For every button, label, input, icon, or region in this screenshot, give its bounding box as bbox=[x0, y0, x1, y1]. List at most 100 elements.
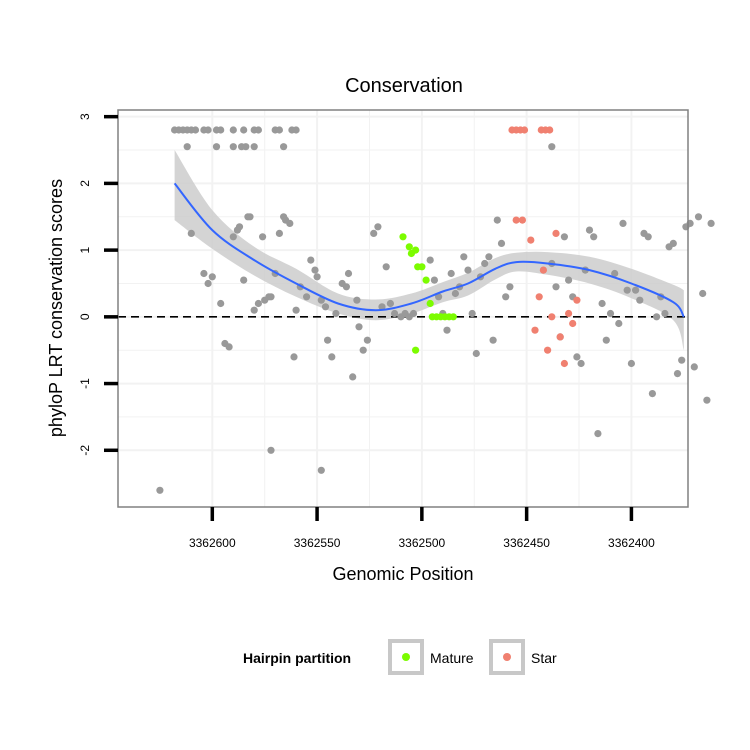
star-point bbox=[556, 333, 564, 341]
mature-point bbox=[399, 233, 407, 241]
other-point bbox=[485, 253, 493, 261]
other-point bbox=[435, 293, 443, 301]
other-point bbox=[191, 126, 200, 134]
other-point bbox=[204, 126, 212, 134]
other-point bbox=[619, 219, 627, 227]
legend-title: Hairpin partition bbox=[243, 650, 351, 666]
other-point bbox=[317, 466, 325, 474]
y-axis-title: phyloP LRT conservation scores bbox=[46, 179, 66, 437]
mature-point bbox=[426, 299, 434, 308]
series-mature bbox=[399, 233, 457, 354]
chart-title: Conservation bbox=[345, 75, 463, 97]
other-point bbox=[443, 326, 451, 334]
other-point bbox=[615, 319, 623, 328]
other-point bbox=[229, 233, 237, 241]
other-point bbox=[653, 313, 661, 321]
other-point bbox=[363, 336, 371, 344]
other-point bbox=[250, 143, 258, 151]
other-point bbox=[409, 309, 418, 318]
other-point bbox=[506, 283, 514, 291]
star-point bbox=[565, 309, 573, 318]
other-point bbox=[447, 269, 455, 278]
other-point bbox=[648, 390, 657, 398]
other-point bbox=[636, 296, 644, 304]
legend: Hairpin partition Mature Star bbox=[243, 639, 557, 675]
other-point bbox=[374, 223, 382, 231]
other-point bbox=[292, 126, 300, 134]
other-point bbox=[370, 229, 378, 237]
mature-point bbox=[449, 313, 457, 321]
other-point bbox=[430, 276, 438, 284]
other-point bbox=[259, 233, 267, 241]
other-point bbox=[290, 353, 298, 361]
star-point bbox=[573, 296, 581, 304]
other-point bbox=[254, 299, 262, 308]
x-axis-title: Genomic Position bbox=[332, 564, 473, 584]
legend-entry-mature: Mature bbox=[388, 639, 474, 675]
other-point bbox=[229, 143, 237, 151]
other-point bbox=[690, 363, 698, 371]
other-point bbox=[359, 346, 367, 354]
other-point bbox=[254, 126, 262, 134]
mature-point bbox=[405, 243, 413, 251]
other-point bbox=[481, 259, 489, 268]
mature-point bbox=[418, 263, 426, 271]
other-point bbox=[378, 303, 386, 311]
other-point bbox=[673, 370, 682, 378]
series-star bbox=[508, 126, 581, 368]
other-point bbox=[355, 323, 363, 331]
other-point bbox=[489, 336, 497, 344]
series-other bbox=[156, 126, 715, 494]
smooth-line-path bbox=[173, 182, 685, 318]
mature-point bbox=[412, 346, 420, 354]
star-point bbox=[560, 359, 569, 368]
other-point bbox=[627, 359, 636, 368]
other-point bbox=[328, 353, 336, 361]
mature-point bbox=[412, 246, 420, 254]
other-point bbox=[292, 306, 300, 314]
other-point bbox=[317, 296, 325, 304]
other-point bbox=[303, 293, 311, 301]
star-point bbox=[569, 319, 577, 328]
other-point bbox=[598, 299, 606, 308]
legend-dot-star bbox=[503, 653, 511, 661]
other-point bbox=[200, 269, 208, 278]
other-point bbox=[212, 143, 221, 151]
other-point bbox=[669, 239, 677, 247]
star-point bbox=[552, 229, 560, 237]
other-point bbox=[242, 143, 250, 151]
x-tick-label: 3362550 bbox=[294, 536, 341, 550]
other-point bbox=[464, 266, 472, 274]
other-point bbox=[267, 446, 275, 454]
other-point bbox=[623, 286, 631, 294]
other-point bbox=[493, 216, 501, 224]
other-point bbox=[502, 293, 510, 301]
star-point bbox=[512, 216, 520, 224]
other-point bbox=[235, 223, 244, 231]
other-point bbox=[240, 276, 248, 284]
other-point bbox=[275, 126, 283, 134]
legend-label-star: Star bbox=[531, 650, 557, 666]
other-point bbox=[353, 296, 361, 304]
x-tick-label: 3362450 bbox=[503, 536, 550, 550]
star-point bbox=[544, 346, 552, 354]
other-point bbox=[286, 219, 294, 227]
y-tick-label: 1 bbox=[78, 246, 92, 253]
other-point bbox=[560, 233, 569, 241]
other-point bbox=[611, 269, 619, 278]
x-tick-label: 3362400 bbox=[608, 536, 655, 550]
other-point bbox=[644, 233, 652, 241]
other-point bbox=[321, 303, 330, 311]
smooth-trend-line bbox=[173, 182, 685, 318]
other-point bbox=[204, 279, 212, 288]
other-point bbox=[246, 213, 254, 221]
other-point bbox=[382, 263, 390, 271]
grid-lines bbox=[118, 110, 688, 507]
other-point bbox=[451, 289, 459, 298]
y-tick-label: 0 bbox=[78, 313, 92, 320]
other-point bbox=[426, 256, 434, 264]
other-point bbox=[250, 306, 258, 314]
x-tick-label: 3362600 bbox=[189, 536, 236, 550]
mature-point bbox=[422, 276, 430, 284]
other-point bbox=[332, 309, 340, 318]
